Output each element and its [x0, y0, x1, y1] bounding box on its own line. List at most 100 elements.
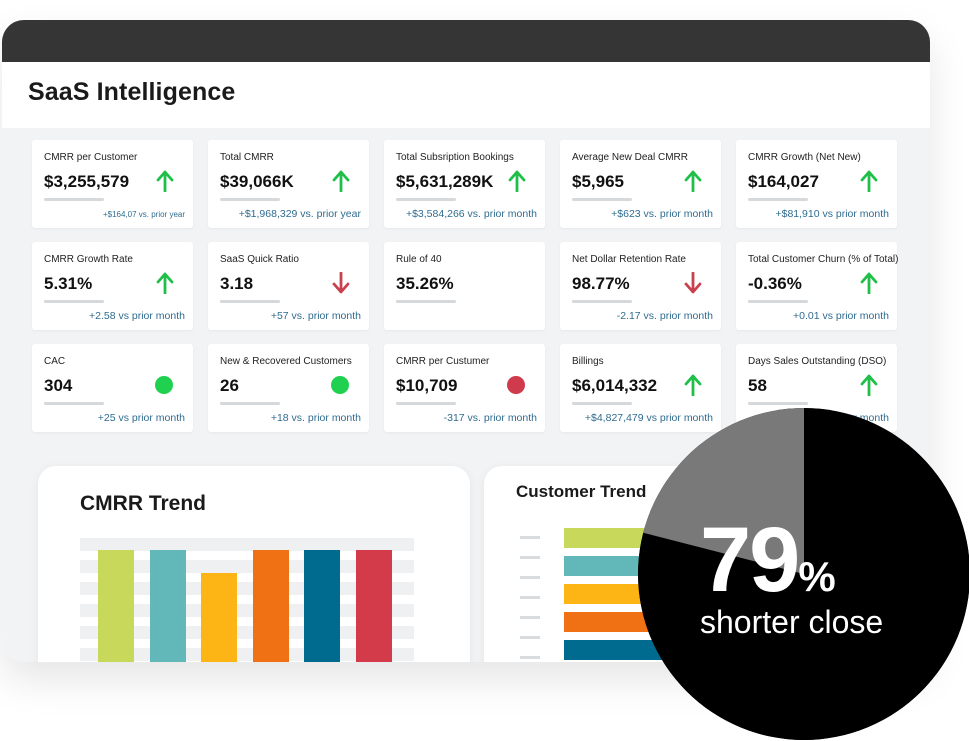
- customer-trend-title: Customer Trend: [516, 482, 647, 501]
- kpi-comparison: +0.01 vs prior month: [792, 310, 889, 322]
- cmrr-bar[interactable]: [98, 550, 134, 662]
- kpi-divider: [572, 402, 632, 405]
- kpi-label: Rule of 40: [396, 254, 442, 265]
- cmrr-bar[interactable]: [304, 550, 340, 662]
- status-dot-green-icon: [331, 376, 349, 394]
- kpi-comparison: +57 vs. prior month: [270, 310, 361, 322]
- kpi-comparison: +$623 vs. prior month: [611, 208, 713, 220]
- kpi-divider: [748, 300, 808, 303]
- dashboard-content: CMRR per Customer $3,255,579 +$164,07 vs. …: [2, 128, 930, 662]
- chart-gridline: [80, 538, 414, 551]
- arrow-down-icon: [331, 272, 351, 294]
- kpi-divider: [396, 198, 456, 201]
- kpi-card[interactable]: Rule of 40 35.26%: [384, 242, 545, 330]
- kpi-card[interactable]: CMRR Growth Rate 5.31% +2.58 vs prior mont…: [32, 242, 193, 330]
- kpi-divider: [396, 402, 456, 405]
- dashboard-window: SaaS Intelligence CMRR per Customer $3,25…: [2, 20, 930, 662]
- badge-caption: shorter close: [700, 604, 884, 640]
- status-dot-red-icon: [507, 376, 525, 394]
- kpi-label: Total CMRR: [220, 152, 274, 163]
- badge-percent-value: 79: [700, 509, 800, 611]
- kpi-value: $164,027: [748, 172, 819, 191]
- kpi-value: 5.31%: [44, 274, 93, 293]
- kpi-card[interactable]: SaaS Quick Ratio 3.18 +57 vs. prior month: [208, 242, 369, 330]
- kpi-divider: [220, 198, 280, 201]
- arrow-up-icon: [859, 374, 879, 396]
- cmrr-bar[interactable]: [201, 573, 237, 662]
- dashboard-header: SaaS Intelligence: [2, 62, 930, 129]
- kpi-comparison: -317 vs. prior month: [443, 412, 537, 424]
- cmrr-bar[interactable]: [355, 550, 392, 662]
- kpi-card[interactable]: Net Dollar Retention Rate 98.77% -2.17 vs.…: [560, 242, 721, 330]
- app-title: SaaS Intelligence: [28, 78, 236, 106]
- kpi-comparison: +$3,584,266 vs. prior month: [405, 208, 537, 220]
- kpi-value: 3.18: [220, 274, 254, 293]
- kpi-label: CMRR Growth (Net New): [748, 152, 861, 163]
- chart-tick: [520, 536, 540, 539]
- kpi-label: Total Subsription Bookings: [396, 152, 514, 163]
- arrow-down-icon: [683, 272, 703, 294]
- badge-pie-slice: [643, 408, 804, 574]
- arrow-up-icon: [155, 170, 175, 192]
- kpi-label: CMRR Growth Rate: [44, 254, 133, 265]
- chart-tick: [520, 656, 540, 659]
- kpi-divider: [220, 402, 280, 405]
- kpi-divider: [44, 300, 104, 303]
- kpi-label: Net Dollar Retention Rate: [572, 254, 686, 265]
- arrow-up-icon: [331, 170, 351, 192]
- kpi-value: $10,709: [396, 376, 458, 395]
- kpi-label: Total Customer Churn (% of Total): [748, 254, 899, 265]
- badge-percent-sign: %: [798, 553, 836, 600]
- chart-tick: [520, 596, 540, 599]
- kpi-divider: [220, 300, 280, 303]
- kpi-card[interactable]: Total Customer Churn (% of Total) -0.36% +…: [736, 242, 899, 330]
- kpi-label: CAC: [44, 356, 66, 367]
- kpi-comparison: +$164,07 vs. prior year: [102, 210, 185, 219]
- kpi-card[interactable]: CMRR per Customer $3,255,579 +$164,07 vs. …: [32, 140, 193, 228]
- cmrr-trend-panel: CMRR Trend: [38, 466, 470, 662]
- chart-tick: [520, 636, 540, 639]
- kpi-comparison: +$1,968,329 vs. prior year: [238, 208, 361, 220]
- kpi-card[interactable]: CAC 304 +25 vs prior month: [32, 344, 193, 432]
- kpi-value: 26: [220, 376, 239, 395]
- kpi-value: 58: [748, 376, 767, 395]
- kpi-card[interactable]: New & Recovered Customers 26 +18 vs. prior…: [208, 344, 369, 432]
- kpi-label: SaaS Quick Ratio: [220, 254, 299, 265]
- kpi-value: 35.26%: [396, 274, 454, 293]
- status-dot-green-icon: [155, 376, 173, 394]
- kpi-card[interactable]: Average New Deal CMRR $5,965 +$623 vs. pri…: [560, 140, 721, 228]
- kpi-value: $3,255,579: [44, 172, 130, 191]
- kpi-comparison: +25 vs prior month: [97, 412, 185, 424]
- kpi-card[interactable]: Total CMRR $39,066K +$1,968,329 vs. prior …: [208, 140, 369, 228]
- kpi-divider: [572, 198, 632, 201]
- stat-badge: 79% shorter close: [638, 408, 969, 740]
- kpi-value: -0.36%: [748, 274, 802, 293]
- cmrr-bar[interactable]: [149, 550, 186, 662]
- window-title-bar: [2, 20, 930, 62]
- kpi-comparison: -2.17 vs. prior month: [616, 310, 713, 322]
- kpi-label: Days Sales Outstanding (DSO): [748, 356, 887, 367]
- kpi-card[interactable]: CMRR per Custumer $10,709 -317 vs. prior m…: [384, 344, 545, 432]
- arrow-up-icon: [155, 272, 175, 294]
- kpi-card[interactable]: Total Subsription Bookings $5,631,289K +$3…: [384, 140, 545, 228]
- chart-tick: [520, 616, 540, 619]
- kpi-comparison: +2.58 vs prior month: [88, 310, 185, 322]
- kpi-divider: [748, 402, 808, 405]
- chart-tick: [520, 556, 540, 559]
- kpi-divider: [396, 300, 456, 303]
- kpi-value: 98.77%: [572, 274, 630, 293]
- kpi-value: $5,631,289K: [396, 172, 494, 191]
- arrow-up-icon: [683, 374, 703, 396]
- cmrr-bar[interactable]: [252, 550, 289, 662]
- chart-tick: [520, 576, 540, 579]
- kpi-card[interactable]: CMRR Growth (Net New) $164,027 +$81,910 vs…: [736, 140, 897, 228]
- arrow-up-icon: [859, 170, 879, 192]
- kpi-label: Billings: [572, 356, 604, 367]
- kpi-label: CMRR per Custumer: [396, 356, 490, 367]
- kpi-divider: [572, 300, 632, 303]
- kpi-value: $39,066K: [220, 172, 294, 191]
- kpi-card[interactable]: Billings $6,014,332 +$4,827,479 vs prior m…: [560, 344, 721, 432]
- kpi-label: Average New Deal CMRR: [572, 152, 688, 163]
- arrow-up-icon: [859, 272, 879, 294]
- kpi-divider: [748, 198, 808, 201]
